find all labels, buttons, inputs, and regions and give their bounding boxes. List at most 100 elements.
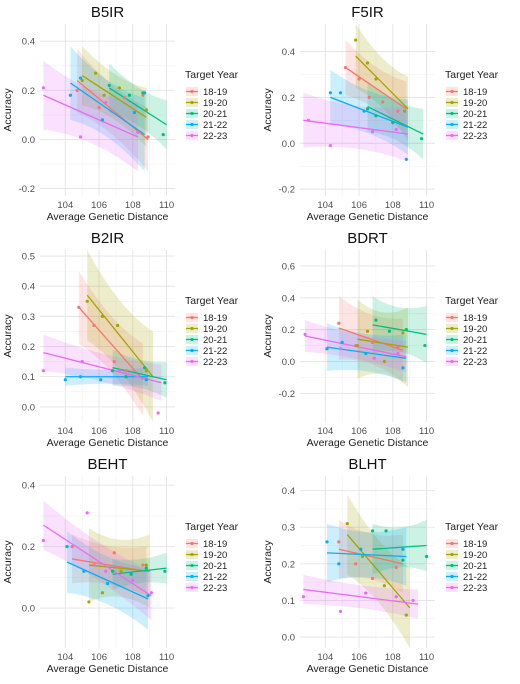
y-axis-label: Accuracy xyxy=(2,88,14,132)
x-axis-label: Average Genetic Distance xyxy=(307,663,429,675)
x-tick-label: 104 xyxy=(317,200,333,211)
legend-label-21-22: 21-22 xyxy=(463,346,487,357)
y-tick-label: 0.4 xyxy=(22,282,35,293)
data-point-21-22 xyxy=(404,157,408,161)
grid xyxy=(40,476,175,648)
fit-line-22-23 xyxy=(43,524,152,597)
legend-label-18-19: 18-19 xyxy=(463,313,487,324)
legend-key-point-21-22 xyxy=(190,574,194,579)
data-point-22-23 xyxy=(156,411,160,415)
y-axis-label: Accuracy xyxy=(262,314,274,358)
legend-label-22-23: 22-23 xyxy=(203,131,227,142)
data-point-20-21 xyxy=(419,137,424,141)
x-tick-label: 104 xyxy=(317,652,333,663)
data-point-18-19 xyxy=(396,345,400,349)
data-point-22-23 xyxy=(41,86,45,90)
data-point-19-20 xyxy=(365,329,370,333)
data-point-18-19 xyxy=(75,88,79,92)
data-point-22-23 xyxy=(372,356,376,360)
legend-title: Target Year xyxy=(185,69,239,81)
data-point-20-21 xyxy=(423,343,427,348)
data-point-19-20 xyxy=(80,78,84,83)
legend-key-point-20-21 xyxy=(190,111,194,116)
confidence-bands xyxy=(305,296,427,387)
x-tick-label: 104 xyxy=(57,652,73,663)
legend-label-21-22: 21-22 xyxy=(463,572,487,583)
y-tick-label: 0.3 xyxy=(282,523,295,534)
data-point-21-22 xyxy=(146,594,150,598)
data-point-22-23 xyxy=(338,609,343,614)
legend-label-22-23: 22-23 xyxy=(203,583,227,594)
chart-title: B5IR xyxy=(91,4,125,21)
data-point-18-19 xyxy=(124,369,128,373)
data-point-19-20 xyxy=(144,563,148,567)
data-point-22-23 xyxy=(328,143,332,148)
data-point-19-20 xyxy=(102,93,106,97)
fit-line-21-22 xyxy=(70,82,145,136)
y-tick-label: 0.1 xyxy=(282,596,295,607)
data-point-18-19 xyxy=(343,65,348,70)
data-points xyxy=(306,38,424,161)
data-point-21-22 xyxy=(359,547,363,551)
legend-label-22-23: 22-23 xyxy=(463,583,487,594)
grid xyxy=(40,24,175,196)
data-point-19-20 xyxy=(404,613,408,617)
legend-label-21-22: 21-22 xyxy=(203,120,227,131)
legend-label-22-23: 22-23 xyxy=(463,357,487,368)
chart-title: F5IR xyxy=(351,4,384,21)
fit-line-20-21 xyxy=(112,367,167,381)
data-point-18-19 xyxy=(112,551,116,555)
legend-title: Target Year xyxy=(445,69,499,81)
data-point-20-21 xyxy=(424,554,429,559)
y-tick-label: 0.0 xyxy=(22,402,35,413)
fit-line-20-21 xyxy=(367,105,424,135)
legend-title: Target Year xyxy=(445,521,499,533)
legend-key-point-18-19 xyxy=(190,315,194,320)
data-point-18-19 xyxy=(337,321,341,325)
data-point-18-19 xyxy=(141,93,145,97)
legend-key-point-22-23 xyxy=(450,133,454,138)
data-point-22-23 xyxy=(104,101,108,105)
fit-line-19-20 xyxy=(81,75,147,118)
data-point-22-23 xyxy=(136,130,140,134)
data-point-20-21 xyxy=(401,558,405,562)
data-point-19-20 xyxy=(85,299,89,303)
legend-key-point-19-20 xyxy=(190,326,194,331)
fit-lines xyxy=(43,75,167,140)
chart-panel-f5ir: F5IR -0.2 0.0 0.2 0.4 104 106 108 110 Average Gen… xyxy=(260,0,520,226)
data-point-20-21 xyxy=(110,369,115,373)
data-point-19-20 xyxy=(354,38,358,42)
y-tick-label: 0.0 xyxy=(22,135,35,146)
data-point-20-21 xyxy=(391,121,395,125)
legend-key-point-22-23 xyxy=(450,585,454,590)
x-axis-label: Average Genetic Distance xyxy=(307,437,429,449)
x-axis-label: Average Genetic Distance xyxy=(47,437,169,449)
x-tick-label: 106 xyxy=(91,652,107,663)
data-point-20-21 xyxy=(161,132,165,137)
data-point-19-20 xyxy=(345,521,349,526)
data-point-19-20 xyxy=(144,369,148,373)
fit-line-18-19 xyxy=(338,327,404,351)
y-tick-label: 0.2 xyxy=(22,342,35,353)
data-point-22-23 xyxy=(131,578,135,583)
legend-key-point-19-20 xyxy=(450,552,454,557)
data-point-21-22 xyxy=(78,375,83,379)
legend-key-point-22-23 xyxy=(190,133,194,138)
data-point-21-22 xyxy=(401,547,405,551)
legend-label-20-21: 20-21 xyxy=(203,335,227,346)
y-axis-label: Accuracy xyxy=(2,314,14,358)
data-point-19-20 xyxy=(355,343,359,348)
legend-key-point-20-21 xyxy=(450,337,454,342)
legend-key-point-18-19 xyxy=(190,89,194,94)
legend-label-20-21: 20-21 xyxy=(463,561,487,572)
y-tick-label: 0.2 xyxy=(22,86,35,97)
data-point-22-23 xyxy=(306,118,311,122)
legend-label-19-20: 19-20 xyxy=(203,98,227,109)
y-tick-label: 0.4 xyxy=(282,486,295,497)
fit-line-18-19 xyxy=(338,548,404,565)
fit-line-19-20 xyxy=(346,534,411,609)
